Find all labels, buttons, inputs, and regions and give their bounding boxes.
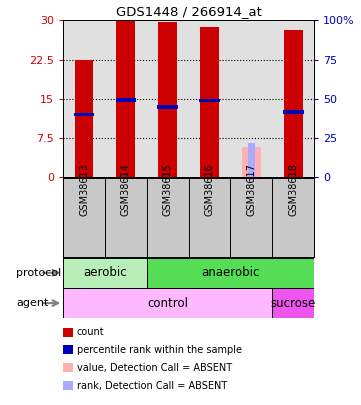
- Title: GDS1448 / 266914_at: GDS1448 / 266914_at: [116, 5, 262, 18]
- Bar: [272, 288, 314, 318]
- Bar: [157, 105, 178, 109]
- Bar: [199, 98, 220, 102]
- Bar: [284, 30, 303, 177]
- Bar: [63, 258, 147, 288]
- Text: GSM38613: GSM38613: [79, 163, 89, 216]
- Text: percentile rank within the sample: percentile rank within the sample: [77, 345, 242, 355]
- Text: count: count: [77, 327, 105, 337]
- Bar: [242, 147, 261, 177]
- Text: GSM38615: GSM38615: [163, 163, 173, 216]
- Bar: [117, 20, 135, 177]
- Bar: [75, 60, 93, 177]
- Text: rank, Detection Call = ABSENT: rank, Detection Call = ABSENT: [77, 381, 227, 390]
- Text: protocol: protocol: [16, 268, 61, 278]
- Text: aerobic: aerobic: [83, 266, 127, 279]
- Text: GSM38618: GSM38618: [288, 163, 298, 216]
- Text: GSM38614: GSM38614: [121, 163, 131, 216]
- Bar: [74, 113, 95, 116]
- Text: value, Detection Call = ABSENT: value, Detection Call = ABSENT: [77, 363, 232, 373]
- Bar: [200, 27, 219, 177]
- Bar: [147, 258, 314, 288]
- Text: anaerobic: anaerobic: [201, 266, 260, 279]
- Bar: [248, 143, 255, 177]
- Text: agent: agent: [16, 298, 49, 308]
- Bar: [63, 288, 272, 318]
- Text: GSM38616: GSM38616: [205, 163, 214, 216]
- Text: sucrose: sucrose: [270, 296, 316, 310]
- Text: GSM38617: GSM38617: [246, 163, 256, 216]
- Bar: [116, 98, 136, 102]
- Bar: [158, 22, 177, 177]
- Bar: [283, 110, 304, 114]
- Text: control: control: [147, 296, 188, 310]
